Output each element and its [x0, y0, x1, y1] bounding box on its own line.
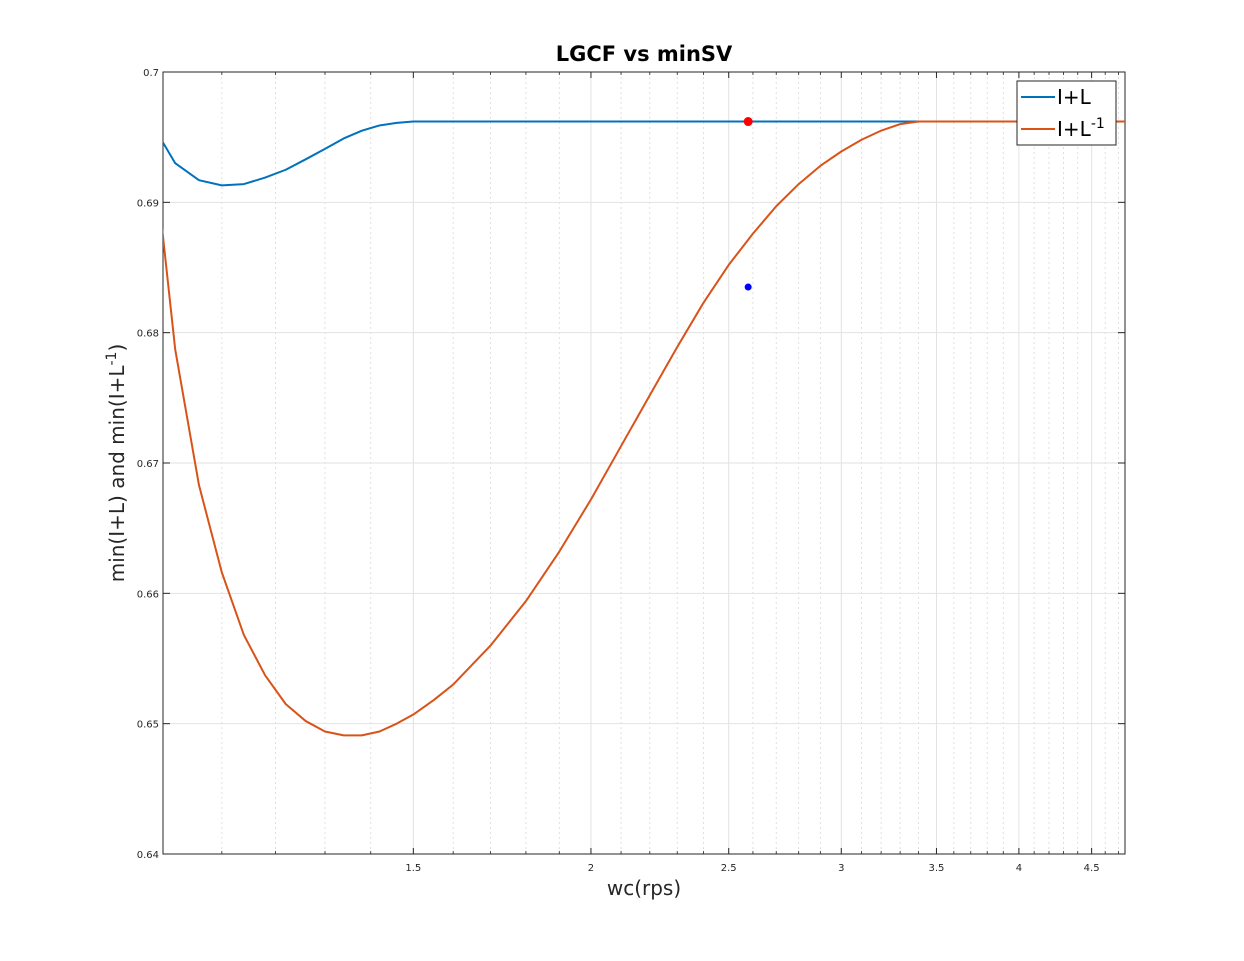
y-axis-label: min(I+L) and min(I+L-1) — [104, 344, 129, 583]
legend-label[interactable]: I+L-1 — [1057, 116, 1105, 141]
highlight-markers — [743, 117, 753, 291]
series-line-i-plus-l — [163, 120, 1125, 187]
blue-marker-point — [744, 283, 752, 291]
legend-box — [1016, 80, 1117, 146]
x-tick-label: 4 — [1016, 863, 1022, 874]
series-lines — [163, 120, 1125, 737]
x-tick-label: 2 — [588, 863, 594, 874]
y-tick-label: 0.68 — [137, 329, 159, 340]
x-tick-label: 3 — [838, 863, 844, 874]
y-tick-label: 0.67 — [137, 459, 159, 470]
x-tick-label: 1.5 — [405, 863, 421, 874]
x-tick-label: 2.5 — [721, 863, 737, 874]
y-tick-label: 0.69 — [137, 198, 159, 209]
legend-label[interactable]: I+L — [1057, 85, 1092, 109]
y-tick-label: 0.65 — [137, 720, 159, 731]
red-marker-point — [743, 117, 753, 127]
legend[interactable]: I+L I+L-1 — [1016, 80, 1117, 146]
x-axis-label: wc(rps) — [607, 876, 681, 900]
series-line-i-plus-l-inverse — [163, 120, 1125, 737]
y-tick-label: 0.64 — [137, 850, 159, 861]
x-tick-label: 4.5 — [1084, 863, 1100, 874]
x-tick-label: 3.5 — [929, 863, 945, 874]
y-tick-label: 0.7 — [143, 68, 159, 79]
grid — [162, 71, 1125, 855]
y-tick-label: 0.66 — [137, 589, 159, 600]
chart-title: LGCF vs minSV — [556, 42, 733, 66]
axis-ticks: 1.5 2 2.5 3 3.5 4 4.5 0.64 0.65 0.66 0.67 0.68 0.69 0… — [137, 68, 1125, 874]
